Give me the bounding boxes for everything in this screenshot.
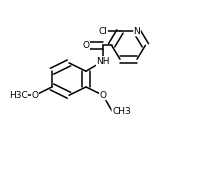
- Text: O: O: [100, 91, 106, 100]
- Text: Cl: Cl: [99, 27, 107, 36]
- Text: O: O: [83, 41, 90, 50]
- Text: N: N: [134, 27, 140, 36]
- Text: H3C: H3C: [9, 91, 27, 100]
- Text: NH: NH: [96, 57, 110, 65]
- Text: O: O: [32, 91, 38, 100]
- Text: CH3: CH3: [112, 107, 131, 115]
